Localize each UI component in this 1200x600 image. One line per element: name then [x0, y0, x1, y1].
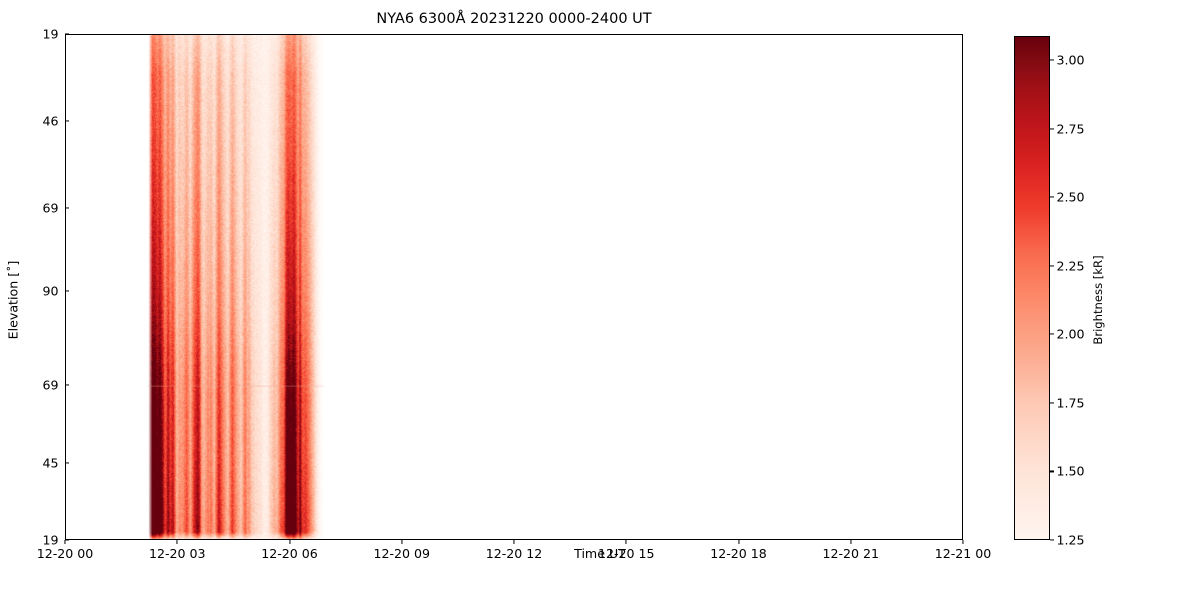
x-tick-mark: [288, 540, 291, 544]
y-axis-label: Elevation [˚]: [5, 260, 21, 340]
y-tick-label: 45: [42, 455, 59, 471]
colorbar-tick-label: 3.00: [1056, 52, 1085, 68]
x-axis-label: Time UT: [574, 546, 626, 561]
y-tick-label: 46: [42, 113, 59, 129]
x-tick-label: 12-20 18: [710, 546, 767, 561]
x-tick-mark: [962, 540, 964, 544]
colorbar-tick-label: 2.00: [1056, 326, 1085, 342]
x-tick-label: 12-21 00: [934, 546, 992, 561]
colorbar-tick-mark: [1050, 333, 1054, 335]
y-tick-mark: [65, 290, 69, 292]
x-tick-label: 12-20 15: [597, 546, 655, 561]
colorbar-tick-mark: [1050, 402, 1054, 404]
y-tick-mark: [65, 462, 69, 464]
y-tick-mark: [65, 207, 69, 209]
colorbar-tick-label: 2.25: [1056, 258, 1085, 274]
y-tick-mark: [65, 539, 69, 541]
x-tick-mark: [850, 540, 852, 544]
x-tick-mark: [176, 540, 178, 544]
y-tick-mark: [65, 33, 69, 35]
x-tick-label: 12-20 00: [36, 546, 94, 561]
colorbar-tick-mark: [1050, 59, 1054, 61]
x-tick-mark: [64, 540, 66, 544]
colorbar-tick-mark: [1050, 196, 1054, 198]
keogram-image: [66, 35, 962, 539]
x-tick-label: 12-20 03: [148, 546, 206, 561]
x-tick-mark: [401, 540, 403, 544]
colorbar-tick-mark: [1050, 128, 1054, 130]
colorbar-tick-label: 1.75: [1056, 395, 1085, 411]
plot-axes: [65, 34, 963, 540]
x-tick-mark: [737, 540, 740, 544]
x-tick-label: 12-20 06: [261, 546, 318, 561]
colorbar-tick-label: 2.50: [1056, 189, 1085, 205]
x-tick-label: 12-20 12: [485, 546, 543, 561]
colorbar-tick-mark: [1050, 539, 1054, 541]
colorbar: [1014, 36, 1050, 540]
y-tick-label: 19: [42, 26, 59, 42]
x-tick-label: 12-20 21: [822, 546, 880, 561]
y-tick-mark: [65, 120, 69, 122]
keogram-data-layer: [66, 35, 962, 539]
y-tick-mark: [65, 384, 69, 386]
x-tick-mark: [513, 540, 515, 544]
colorbar-label: Brightness [kR]: [1091, 255, 1105, 345]
y-tick-label: 19: [42, 532, 59, 548]
y-tick-label: 69: [42, 377, 59, 393]
colorbar-tick-label: 1.50: [1056, 463, 1085, 479]
page-title: NYA6 6300Å 20231220 0000-2400 UT: [376, 11, 652, 27]
y-tick-label: 69: [42, 200, 59, 216]
colorbar-tick-mark: [1050, 265, 1054, 267]
x-tick-label: 12-20 09: [373, 546, 431, 561]
y-tick-label: 90: [42, 283, 59, 299]
colorbar-tick-label: 2.75: [1056, 121, 1085, 137]
x-tick-mark: [625, 540, 627, 544]
colorbar-tick-mark: [1050, 470, 1054, 472]
colorbar-tick-label: 1.25: [1056, 532, 1085, 548]
